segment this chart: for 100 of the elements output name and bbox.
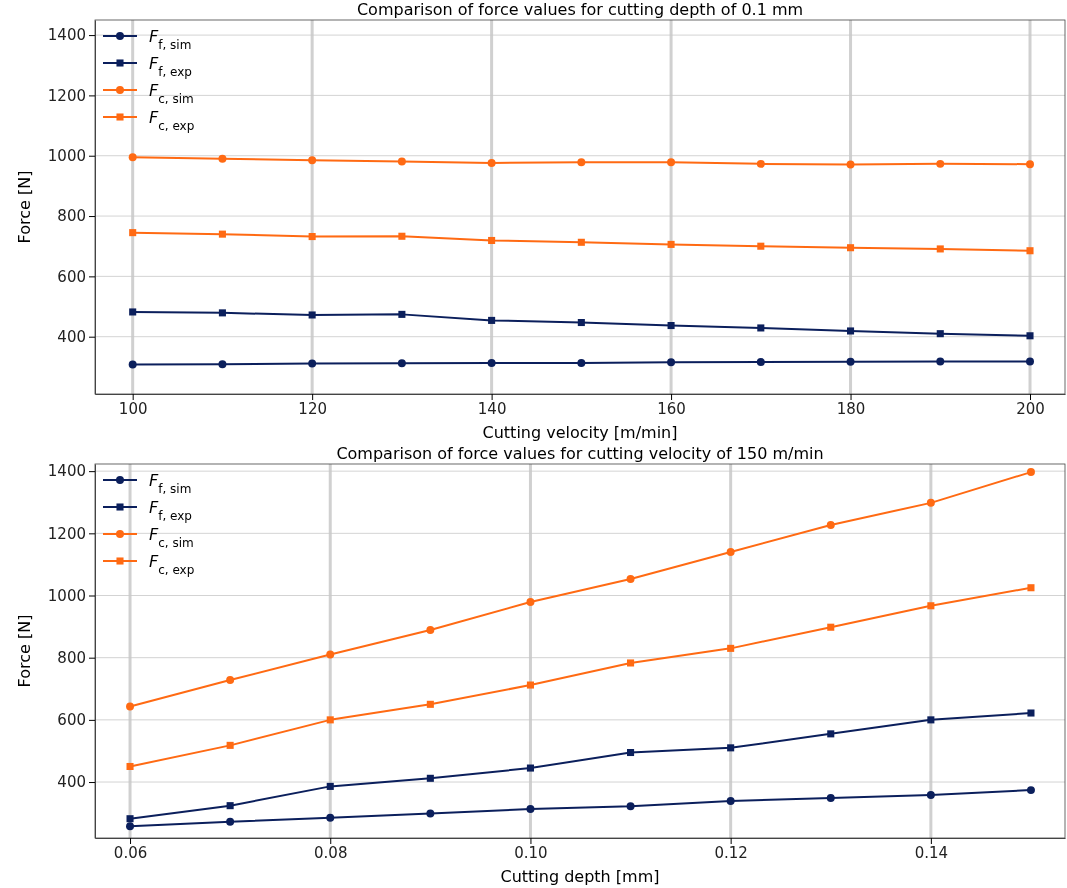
- point: [847, 327, 855, 335]
- point: [128, 153, 137, 162]
- point: [1026, 357, 1034, 366]
- y-tick-label: 1000: [47, 147, 86, 166]
- point: [398, 232, 406, 240]
- point: [487, 158, 496, 167]
- point: [488, 316, 496, 324]
- point: [218, 154, 227, 163]
- point: [727, 744, 735, 752]
- point: [577, 238, 585, 246]
- point: [398, 310, 406, 318]
- y-axis-title: Force [N]: [15, 614, 34, 688]
- x-tick-label: 0.12: [714, 843, 748, 862]
- point: [326, 782, 334, 790]
- x-tick-label: 160: [657, 399, 686, 418]
- point: [426, 809, 435, 818]
- point: [226, 802, 234, 810]
- point: [627, 748, 635, 757]
- point: [426, 626, 435, 634]
- legend-label: F$_{c, sim}$: [149, 525, 194, 550]
- chart-title: Comparison of force values for cutting depth of 0.1 mm: [356, 0, 804, 19]
- point: [726, 797, 735, 805]
- point: [129, 229, 137, 237]
- point: [128, 360, 137, 369]
- point: [936, 330, 944, 338]
- point: [757, 324, 765, 332]
- x-tick-label: 0.10: [514, 843, 548, 862]
- point: [756, 358, 765, 367]
- point: [426, 700, 434, 708]
- point: [667, 158, 676, 167]
- point: [308, 156, 317, 165]
- y-tick-label: 1000: [47, 586, 86, 605]
- x-tick-label: 0.08: [314, 843, 348, 862]
- point: [226, 676, 235, 685]
- point: [667, 240, 675, 248]
- point: [936, 159, 945, 168]
- point: [846, 160, 855, 169]
- point: [129, 308, 137, 316]
- point: [936, 357, 945, 366]
- point: [1026, 332, 1034, 340]
- point: [126, 822, 135, 831]
- point: [936, 245, 944, 253]
- point: [847, 244, 855, 252]
- point: [626, 575, 635, 584]
- point: [926, 791, 935, 800]
- y-tick-label: 800: [57, 648, 86, 667]
- point: [926, 498, 935, 507]
- point: [827, 623, 835, 631]
- y-tick-label: 600: [57, 267, 86, 286]
- x-axis-title: Cutting velocity [m/min]: [482, 423, 678, 442]
- x-tick-label: 100: [118, 399, 148, 418]
- legend-label: F$_{c, sim}$: [149, 81, 194, 106]
- point: [577, 158, 586, 167]
- legend-label: F$_{f, exp}$: [149, 54, 192, 79]
- point: [526, 805, 535, 814]
- point: [826, 793, 835, 802]
- point: [426, 774, 434, 782]
- point: [126, 702, 135, 711]
- point: [218, 230, 226, 238]
- point: [757, 242, 765, 250]
- point: [397, 157, 406, 166]
- point: [826, 520, 835, 529]
- legend-label: F$_{c, exp}$: [149, 108, 195, 133]
- point: [727, 644, 735, 652]
- point: [927, 602, 935, 610]
- point: [226, 741, 234, 749]
- point: [846, 357, 855, 366]
- x-tick-label: 200: [1016, 399, 1045, 418]
- y-axis-title: Force [N]: [15, 170, 34, 244]
- point: [726, 548, 735, 556]
- point: [326, 716, 334, 724]
- point: [218, 360, 227, 369]
- point: [326, 813, 335, 822]
- point: [126, 762, 134, 771]
- x-tick-label: 0.14: [914, 843, 949, 862]
- point: [577, 358, 586, 367]
- x-axis-title: Cutting depth [mm]: [500, 867, 660, 886]
- point: [308, 233, 316, 241]
- point: [308, 359, 317, 368]
- point: [927, 716, 935, 724]
- point: [308, 311, 316, 319]
- y-tick-label: 1200: [47, 86, 86, 105]
- point: [218, 309, 226, 317]
- point: [488, 236, 496, 245]
- legend-label: F$_{c, exp}$: [149, 552, 195, 577]
- x-tick-label: 140: [477, 399, 507, 418]
- point: [577, 318, 585, 327]
- point: [827, 730, 835, 738]
- y-tick-label: 400: [57, 327, 86, 346]
- y-tick-label: 800: [57, 207, 86, 226]
- point: [487, 358, 496, 367]
- point: [1026, 247, 1034, 255]
- legend-label: F$_{f, sim}$: [149, 471, 192, 496]
- y-tick-label: 400: [57, 773, 86, 792]
- legend-label: F$_{f, exp}$: [149, 498, 192, 523]
- point: [526, 598, 535, 607]
- point: [1026, 468, 1035, 477]
- point: [397, 359, 406, 368]
- point: [226, 817, 235, 826]
- legend-label: F$_{f, sim}$: [149, 27, 192, 52]
